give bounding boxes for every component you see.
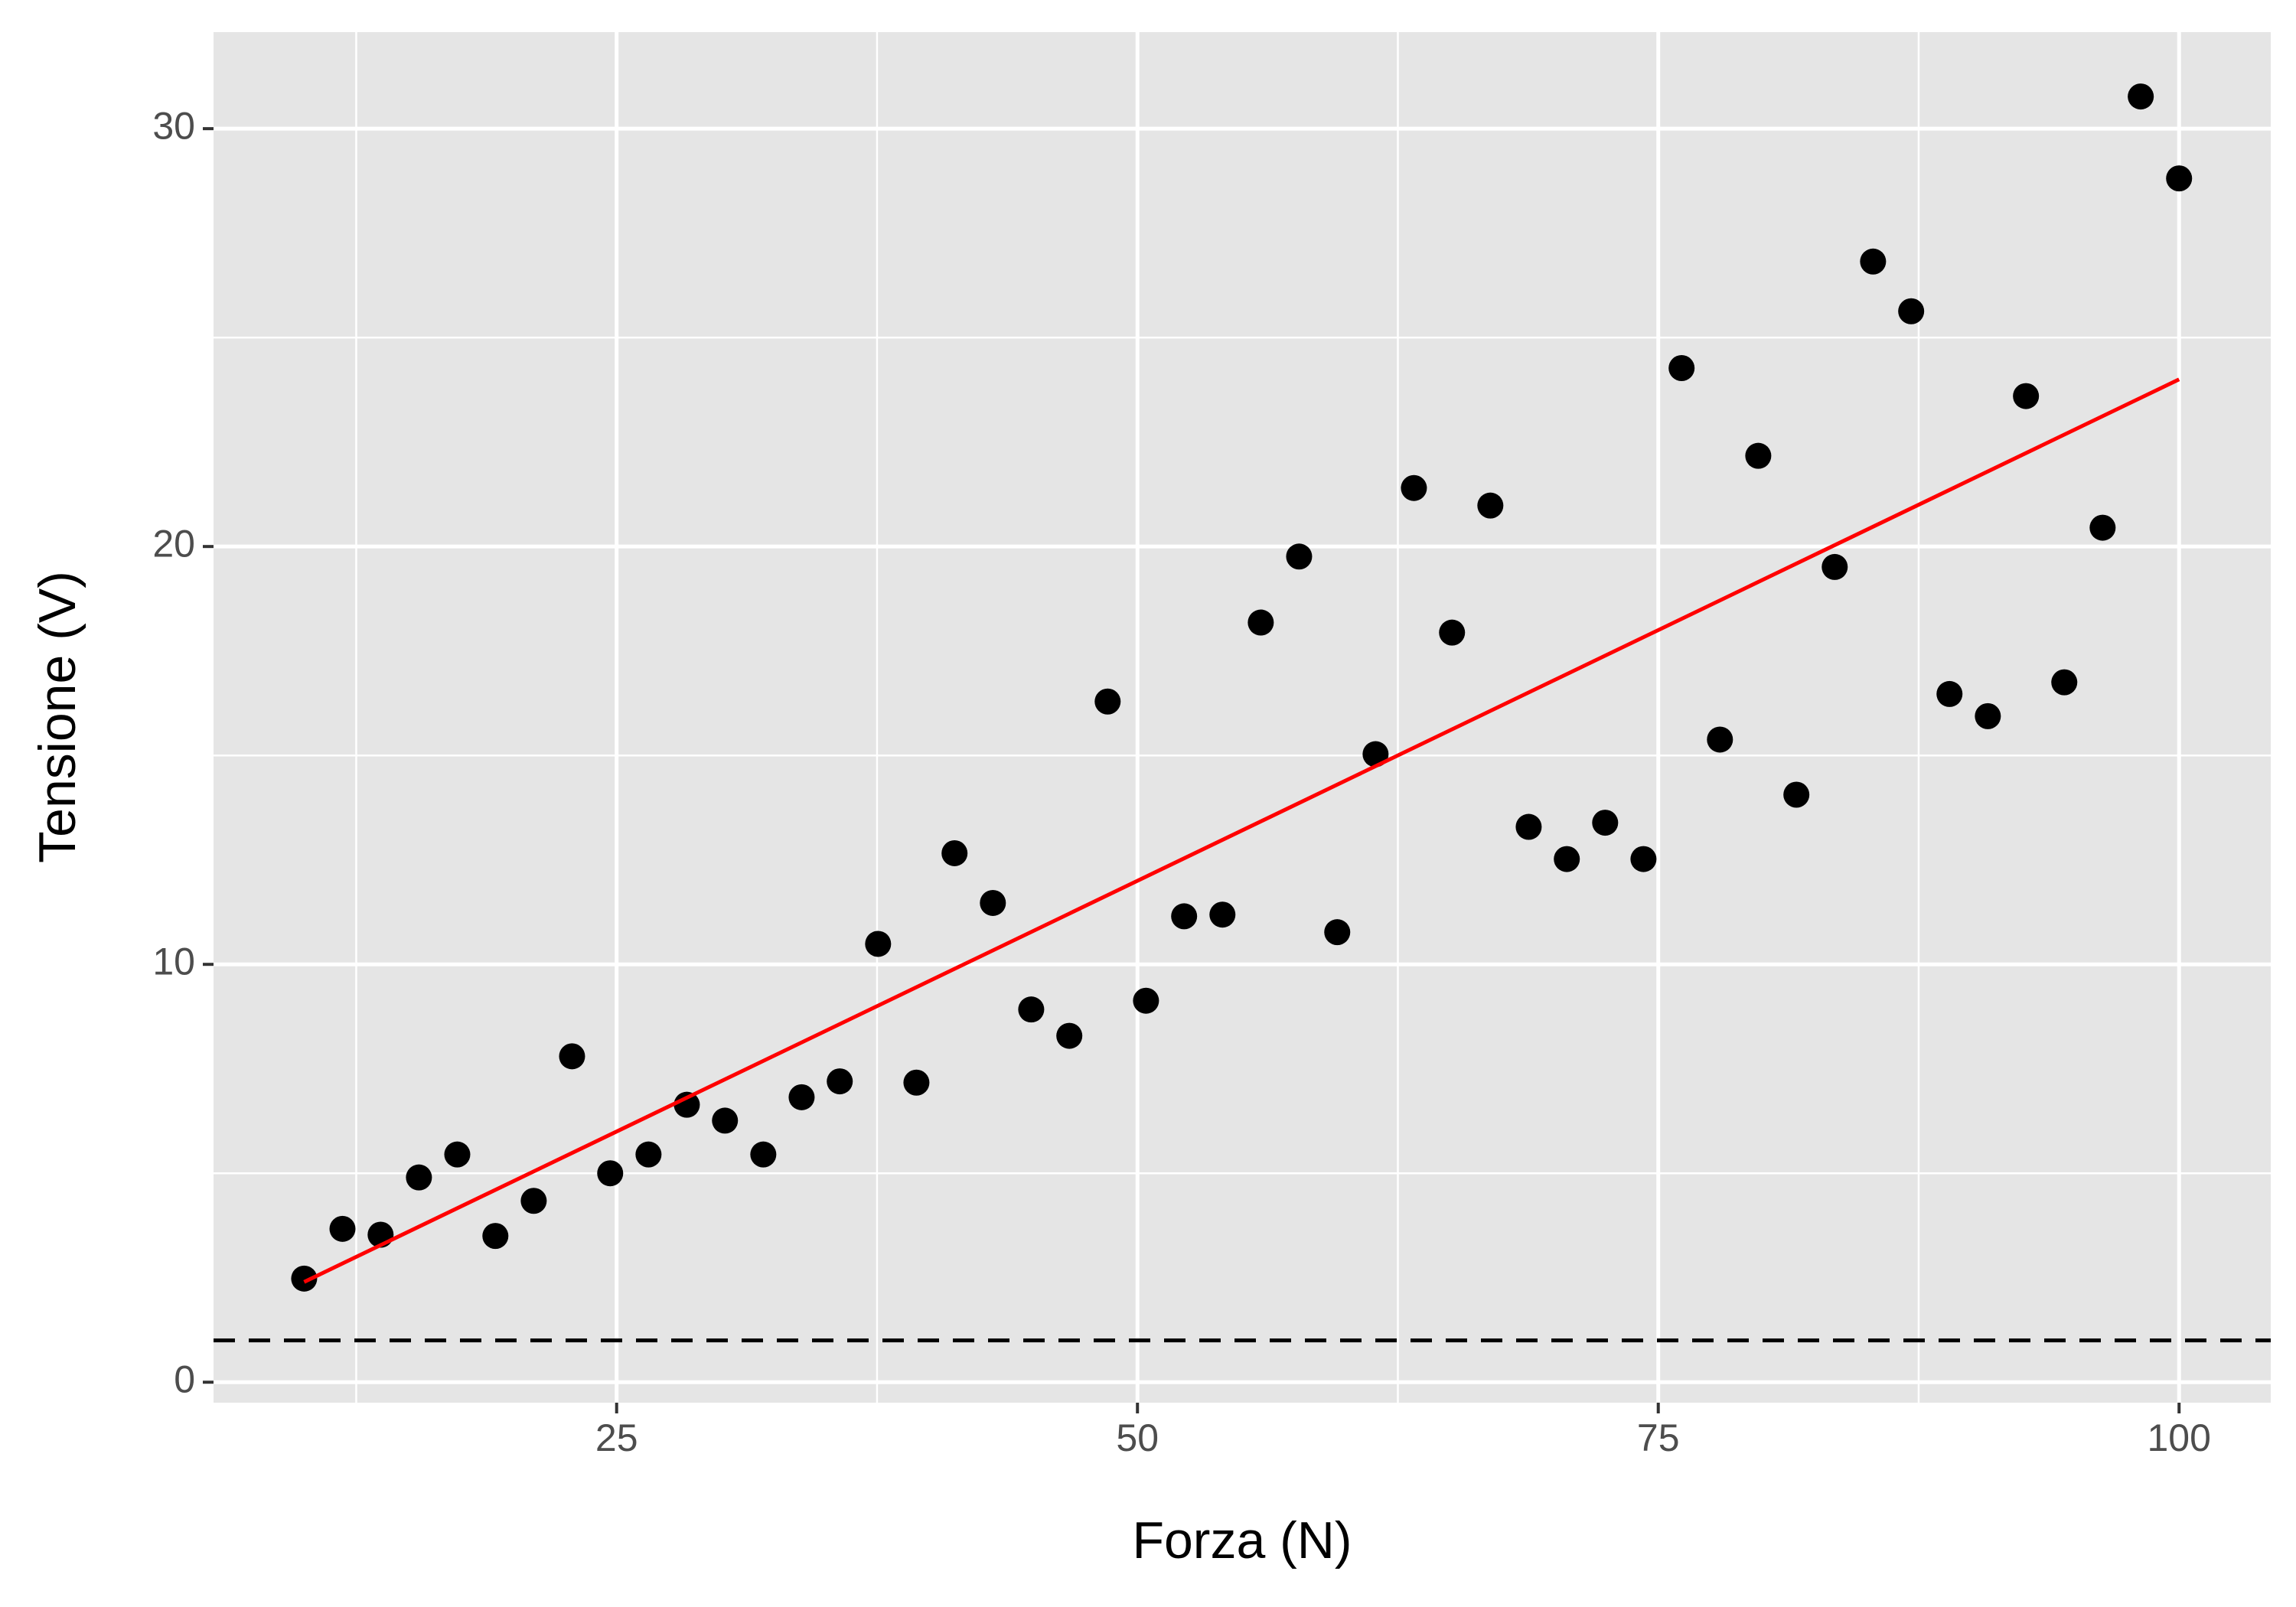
data-point xyxy=(1898,298,1925,324)
data-point xyxy=(827,1068,853,1095)
data-point xyxy=(1860,248,1887,275)
data-point xyxy=(788,1084,815,1110)
data-point xyxy=(1094,688,1121,715)
y-tick-label: 10 xyxy=(152,940,195,983)
fit-line xyxy=(303,377,2180,1284)
data-point xyxy=(1286,543,1313,570)
data-point xyxy=(1209,901,1236,928)
data-point xyxy=(559,1043,585,1070)
data-point xyxy=(1171,903,1198,930)
y-axis-title: Tensione (V) xyxy=(28,571,86,863)
data-point xyxy=(1247,609,1274,636)
data-point xyxy=(1668,355,1695,382)
y-tick-label: 20 xyxy=(152,522,195,565)
data-point xyxy=(1554,846,1580,872)
x-tick-label: 75 xyxy=(1637,1416,1680,1459)
data-point xyxy=(1783,781,1810,808)
data-point xyxy=(520,1188,547,1214)
data-point xyxy=(1439,619,1466,646)
data-point xyxy=(635,1141,662,1168)
data-point xyxy=(406,1164,432,1191)
data-point xyxy=(673,1091,700,1118)
data-point xyxy=(941,839,968,866)
x-tick-label: 25 xyxy=(595,1416,638,1459)
data-point xyxy=(2128,83,2154,110)
data-point xyxy=(444,1141,471,1168)
plot-panel xyxy=(214,32,2271,1403)
data-point xyxy=(980,889,1006,916)
x-axis-title: Forza (N) xyxy=(1132,1511,1352,1570)
data-point xyxy=(1362,741,1389,768)
x-tick-label: 100 xyxy=(2148,1416,2211,1459)
data-point xyxy=(1630,846,1657,872)
data-point xyxy=(2051,669,2078,696)
data-point xyxy=(1707,726,1733,753)
data-point xyxy=(2013,383,2040,409)
data-point xyxy=(1133,987,1159,1014)
data-point xyxy=(1056,1022,1083,1049)
data-point xyxy=(750,1141,777,1168)
data-point xyxy=(865,931,892,957)
data-point xyxy=(1821,553,1848,580)
y-tick-label: 0 xyxy=(174,1358,195,1400)
data-point xyxy=(1515,813,1542,840)
data-point xyxy=(1401,474,1427,501)
data-point xyxy=(1745,442,1772,469)
data-point xyxy=(2089,514,2116,541)
data-point xyxy=(291,1265,318,1292)
data-point xyxy=(1018,996,1045,1023)
data-point xyxy=(597,1160,624,1187)
data-point xyxy=(1975,702,2001,729)
data-point xyxy=(1324,919,1351,946)
data-point xyxy=(2166,165,2193,192)
data-point xyxy=(903,1069,930,1096)
y-tick-label: 30 xyxy=(152,104,195,147)
data-point xyxy=(329,1215,356,1242)
data-point xyxy=(482,1223,509,1250)
data-point xyxy=(1477,492,1504,519)
data-point xyxy=(712,1107,739,1134)
x-tick-label: 50 xyxy=(1116,1416,1159,1459)
data-point xyxy=(1592,810,1619,836)
data-point xyxy=(1936,680,1963,707)
